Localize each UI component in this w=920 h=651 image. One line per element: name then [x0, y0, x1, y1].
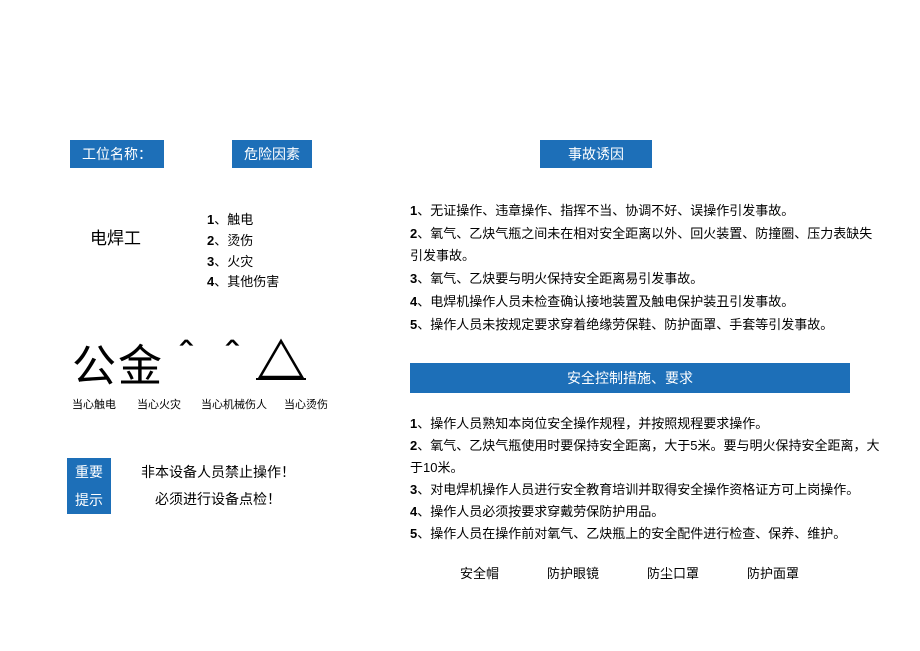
- list-item: 3、对电焊机操作人员进行安全教育培训并取得安全操作资格证方可上岗操作。: [410, 479, 880, 501]
- notice-line: 必须进行设备点检！: [141, 486, 295, 513]
- item-text: 、触电: [214, 212, 253, 227]
- right-column: 事故诱因 1、无证操作、违章操作、指挥不当、协调不好、误操作引发事故。 2、氧气…: [410, 140, 880, 582]
- list-item: 4、其他伤害: [207, 272, 279, 293]
- notice-tags: 重要 提示: [67, 458, 111, 514]
- list-item: 2、烫伤: [207, 231, 279, 252]
- triangle-icon: [256, 337, 306, 381]
- item-text: 、烫伤: [214, 233, 253, 248]
- warning-icon: [256, 337, 306, 392]
- item-text: 、操作人员在操作前对氧气、乙炔瓶上的安全配件进行检查、保养、维护。: [417, 526, 846, 541]
- warning-icons-row: 公 金 ＾ ＾ 当心触电 当心火灾 当心机械伤人 当心烫伤: [72, 330, 392, 412]
- list-item: 3、火灾: [207, 252, 279, 273]
- item-text: 、电焊机操作人员未检查确认接地装置及触电保护装丑引发事故。: [417, 294, 794, 309]
- cause-header: 事故诱因: [540, 140, 652, 168]
- icon-labels: 当心触电 当心火灾 当心机械伤人 当心烫伤: [72, 396, 392, 412]
- notice-text: 非本设备人员禁止操作！ 必须进行设备点检！: [141, 459, 295, 512]
- list-item: 2、氧气、乙炔气瓶之间未在相对安全距离以外、回火装置、防撞圈、压力表缺失引发事故…: [410, 223, 880, 267]
- item-text: 、其他伤害: [214, 274, 279, 289]
- notice-tag: 重要: [67, 458, 111, 486]
- left-column: 工位名称： 危险因素 电焊工 1、触电 2、烫伤 3、火灾 4、其他伤害: [70, 140, 390, 293]
- item-text: 、操作人员未按规定要求穿着绝缘劳保鞋、防护面罩、手套等引发事故。: [417, 317, 833, 332]
- list-item: 5、操作人员未按规定要求穿着绝缘劳保鞋、防护面罩、手套等引发事故。: [410, 314, 880, 336]
- list-item: 4、电焊机操作人员未检查确认接地装置及触电保护装丑引发事故。: [410, 291, 880, 313]
- warning-glyphs: 公 金 ＾ ＾: [72, 330, 392, 394]
- item-text: 、氧气、乙炔气瓶之间未在相对安全距离以外、回火装置、防撞圈、压力表缺失引发事故。: [410, 226, 872, 263]
- item-text: 、操作人员熟知本岗位安全操作规程，并按照规程要求操作。: [417, 416, 768, 431]
- item-text: 、无证操作、违章操作、指挥不当、协调不好、误操作引发事故。: [417, 203, 794, 218]
- risk-list: 1、触电 2、烫伤 3、火灾 4、其他伤害: [207, 210, 279, 293]
- ppe-item: 防护眼镜: [547, 563, 599, 582]
- warning-icon: 金: [118, 330, 164, 394]
- list-item: 3、氧气、乙炔要与明火保持安全距离易引发事故。: [410, 268, 880, 290]
- icon-label: 当心触电: [72, 396, 126, 412]
- position-name: 电焊工: [90, 224, 141, 293]
- notice-tag: 提示: [67, 486, 111, 514]
- list-item: 5、操作人员在操作前对氧气、乙炔瓶上的安全配件进行检查、保养、维护。: [410, 523, 880, 545]
- list-item: 1、操作人员熟知本岗位安全操作规程，并按照规程要求操作。: [410, 413, 880, 435]
- item-text: 、火灾: [214, 254, 253, 269]
- control-header: 安全控制措施、要求: [410, 363, 850, 393]
- risk-header: 危险因素: [232, 140, 312, 168]
- ppe-item: 安全帽: [460, 563, 499, 582]
- control-list: 1、操作人员熟知本岗位安全操作规程，并按照规程要求操作。 2、氧气、乙炔气瓶使用…: [410, 413, 880, 546]
- position-header: 工位名称：: [70, 140, 164, 168]
- cause-list: 1、无证操作、违章操作、指挥不当、协调不好、误操作引发事故。 2、氧气、乙炔气瓶…: [410, 200, 880, 337]
- ppe-item: 防尘口罩: [647, 563, 699, 582]
- warning-icon: ＾: [164, 330, 210, 394]
- item-text: 、氧气、乙炔要与明火保持安全距离易引发事故。: [417, 271, 703, 286]
- left-headers-row: 工位名称： 危险因素: [70, 140, 390, 168]
- list-item: 1、触电: [207, 210, 279, 231]
- icon-label: 当心机械伤人: [192, 396, 276, 412]
- warning-icon: 公: [72, 330, 118, 394]
- list-item: 2、氧气、乙炔气瓶使用时要保持安全距离，大于5米。要与明火保持安全距离，大于10…: [410, 435, 880, 479]
- ppe-row: 安全帽 防护眼镜 防尘口罩 防护面罩: [460, 563, 880, 582]
- ppe-item: 防护面罩: [747, 563, 799, 582]
- item-text: 、对电焊机操作人员进行安全教育培训并取得安全操作资格证方可上岗操作。: [417, 482, 859, 497]
- icon-label: 当心烫伤: [276, 396, 336, 412]
- notice-line: 非本设备人员禁止操作！: [141, 459, 295, 486]
- important-notice: 重要 提示 非本设备人员禁止操作！ 必须进行设备点检！: [67, 458, 295, 514]
- warning-icon: ＾: [210, 330, 256, 394]
- item-text: 、氧气、乙炔气瓶使用时要保持安全距离，大于5米。要与明火保持安全距离，大于10米…: [410, 438, 879, 475]
- list-item: 1、无证操作、违章操作、指挥不当、协调不好、误操作引发事故。: [410, 200, 880, 222]
- list-item: 4、操作人员必须按要求穿戴劳保防护用品。: [410, 501, 880, 523]
- item-text: 、操作人员必须按要求穿戴劳保防护用品。: [417, 504, 664, 519]
- icon-label: 当心火灾: [126, 396, 192, 412]
